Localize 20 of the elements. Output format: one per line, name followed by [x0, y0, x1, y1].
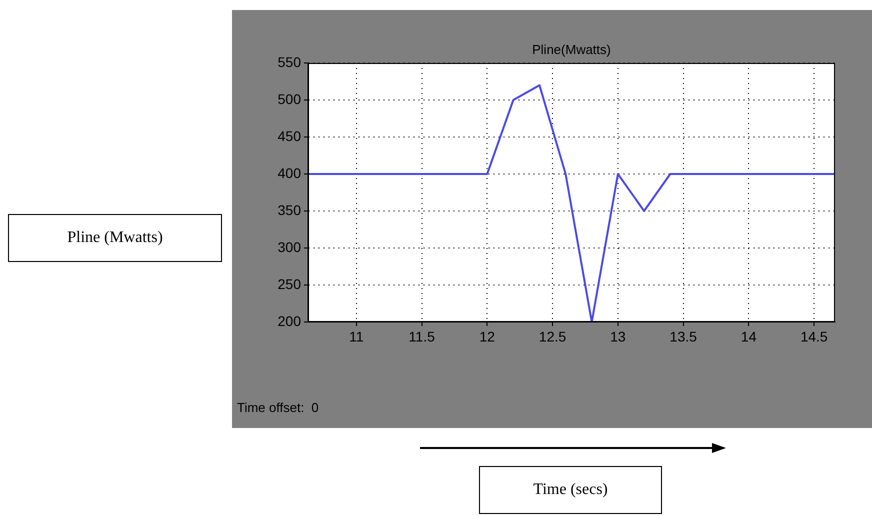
x-tick-label: 12: [479, 328, 496, 344]
x-tick-label: 11: [349, 328, 364, 344]
text: Pline (Mwatts): [8, 214, 222, 262]
y-tick-label: 450: [278, 128, 302, 144]
y-tick-label: 400: [278, 164, 302, 181]
y-tick-label: 200: [278, 312, 302, 329]
y-tick-label: 500: [278, 90, 302, 107]
y-tick-label: 300: [278, 238, 302, 255]
chart-title: Pline(Mwatts): [532, 42, 611, 58]
y-tick-label: 550: [278, 54, 302, 70]
y-tick-label: 350: [278, 202, 302, 218]
x-tick-label: 14.5: [800, 328, 828, 344]
x-tick-label: 11.5: [408, 328, 436, 344]
text: Time (secs): [479, 466, 662, 514]
text: Time offset: 0: [237, 400, 319, 415]
y-tick-label: 250: [278, 276, 302, 292]
x-tick-label: 14: [740, 328, 757, 344]
x-tick-label: 13.5: [670, 328, 698, 344]
x-tick-label: 12.5: [538, 328, 566, 344]
x-tick-label: 13: [610, 328, 626, 344]
